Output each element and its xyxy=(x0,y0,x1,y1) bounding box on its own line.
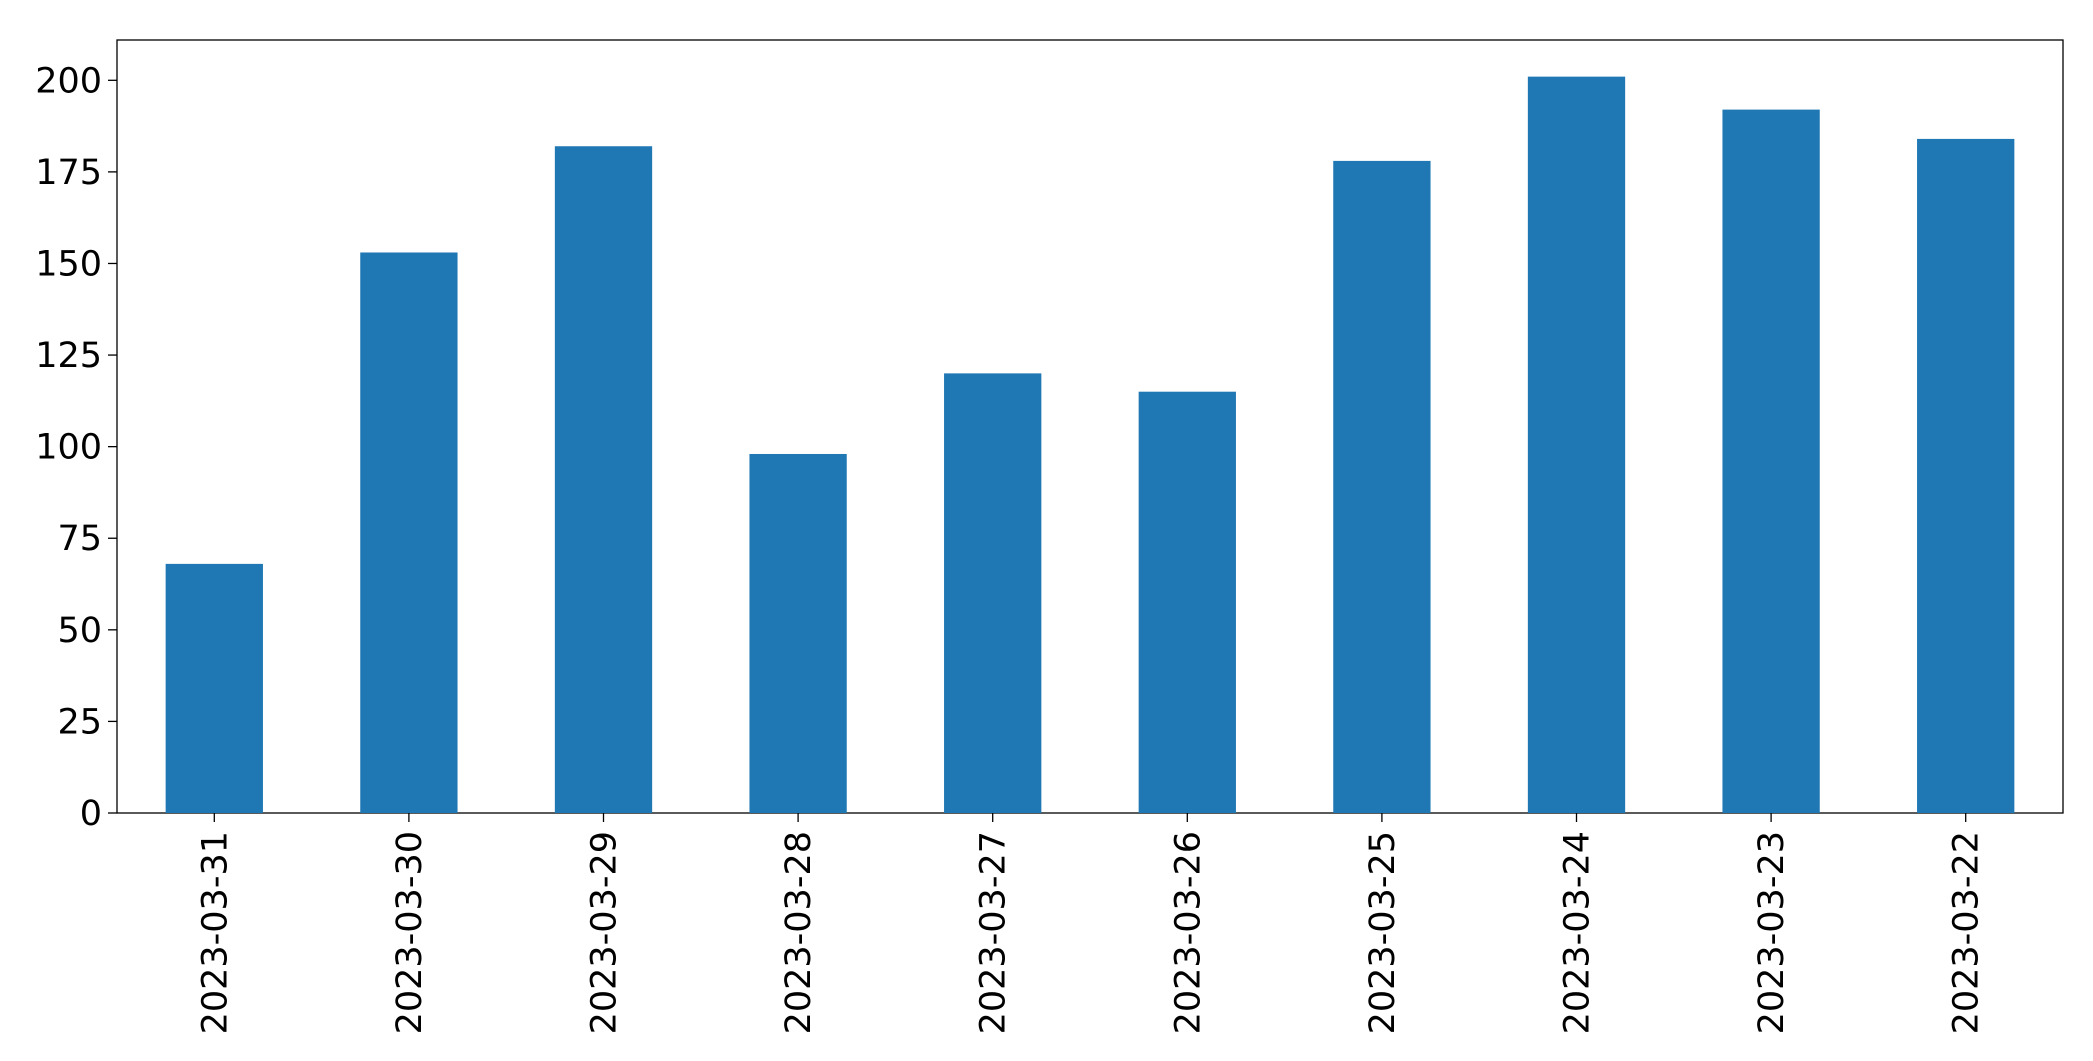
x-tick-label: 2023-03-25 xyxy=(1363,831,1403,1034)
y-tick-label: 100 xyxy=(35,428,102,468)
x-tick-label: 2023-03-24 xyxy=(1558,831,1598,1034)
y-tick-label: 125 xyxy=(35,336,102,376)
x-tick-label: 2023-03-28 xyxy=(779,831,819,1034)
bar xyxy=(554,146,653,813)
x-tick-label: 2023-03-27 xyxy=(974,831,1014,1034)
x-tick-label: 2023-03-22 xyxy=(1947,831,1987,1034)
bar xyxy=(1722,109,1820,814)
bar xyxy=(1917,138,2015,814)
y-tick-label: 25 xyxy=(57,702,102,742)
bar xyxy=(1333,160,1431,813)
x-tick-label: 2023-03-31 xyxy=(195,831,235,1034)
y-tick-label: 75 xyxy=(57,519,102,559)
x-tick-label: 2023-03-30 xyxy=(390,831,430,1034)
bar xyxy=(749,453,847,813)
bar xyxy=(1527,76,1626,813)
y-tick-label: 175 xyxy=(35,153,102,193)
y-tick-label: 0 xyxy=(80,794,102,834)
bar xyxy=(944,373,1042,813)
bar xyxy=(1138,391,1236,813)
bar xyxy=(360,252,458,814)
bar xyxy=(165,563,263,813)
x-tick-label: 2023-03-29 xyxy=(585,831,625,1034)
plot-frame xyxy=(116,39,2064,814)
x-tick-label: 2023-03-23 xyxy=(1752,831,1792,1034)
y-tick-label: 200 xyxy=(35,61,102,101)
y-tick-label: 50 xyxy=(57,611,102,651)
x-tick-label: 2023-03-26 xyxy=(1168,831,1208,1034)
y-tick-label: 150 xyxy=(35,244,102,284)
